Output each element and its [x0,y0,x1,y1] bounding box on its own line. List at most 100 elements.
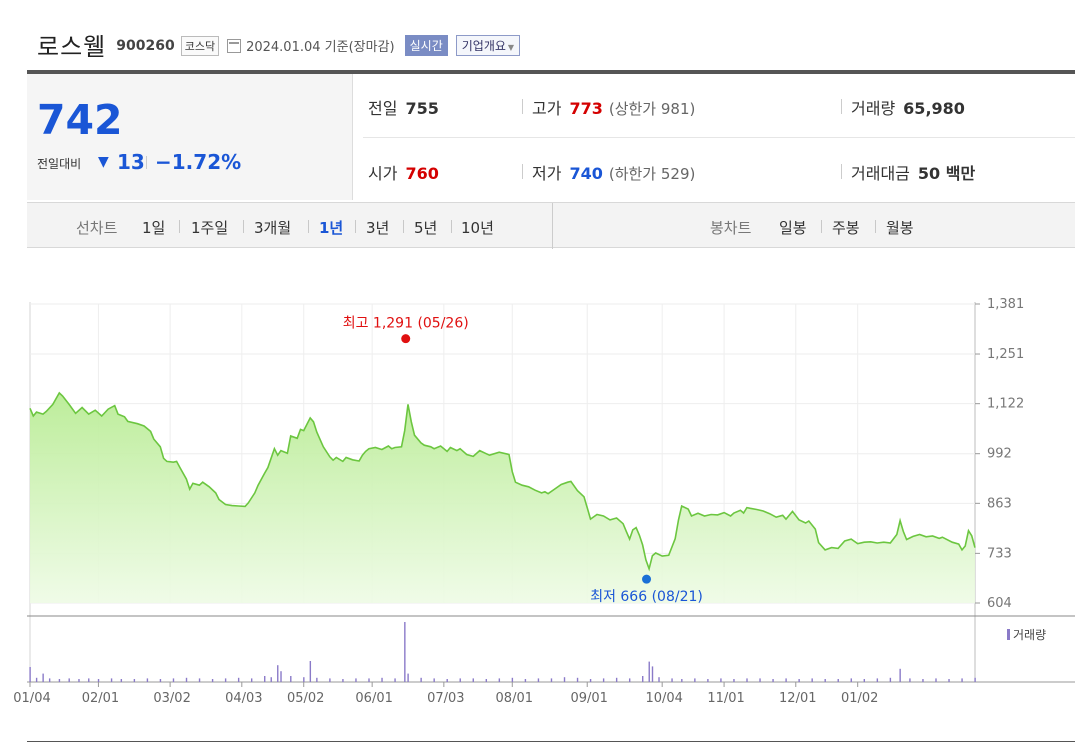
volume-bar [694,678,696,682]
volume-value: 65,980 [903,99,965,118]
y-tick-label: 1,381 [987,297,1024,312]
high-annotation: 최고 1,291 (05/26) [343,316,469,332]
volume-bar [876,678,879,682]
tab-1-year[interactable]: 1년 [319,219,344,237]
volume-bar [198,678,201,682]
x-tick-label: 11/01 [707,691,744,706]
volume-bar [922,679,924,682]
volume-bar [498,678,501,682]
volume-bar [681,679,683,682]
tab-1-week[interactable]: 1주일 [191,219,229,237]
volume-bar [459,678,461,682]
stats-separator [841,99,842,114]
x-tick-label: 06/01 [355,691,392,706]
volume-bar [172,678,175,682]
stats-separator [522,99,523,114]
volume-bar [824,679,826,682]
volume-bar [720,678,722,682]
chevron-down-icon: ▼ [507,43,515,52]
price-change: 13 [117,150,145,174]
volume-bar [303,677,305,682]
tab-monthly-candle[interactable]: 월봉 [886,219,914,237]
price-area [30,392,975,603]
open-price-label: 시가 [368,164,398,183]
volume-bar [863,679,866,682]
volume-bar [97,679,100,682]
upper-limit: (상한가 981) [608,100,696,118]
volume-bar [407,673,409,682]
volume-bar [355,678,357,682]
quote-date-value: 2024.01.04 [246,40,321,55]
market-badge: 코스닥 [180,35,220,56]
header-divider [27,70,1075,74]
realtime-button[interactable]: 실시간 [404,35,448,56]
company-info-label: 기업개요 [461,39,506,53]
tab-separator [875,220,876,233]
volume-bars: 거래량 [29,622,1046,682]
candle-chart-label: 봉차트 [710,219,752,237]
tab-3-months[interactable]: 3개월 [254,219,292,237]
tab-separator [179,220,180,233]
volume-bar [772,679,774,682]
tab-3-years[interactable]: 3년 [366,219,390,237]
x-tick-label: 02/01 [82,691,119,706]
quote-date: 2024.01.04 기준(장마감) [246,36,395,55]
volume-bar [224,678,227,682]
volume-bar [446,679,448,682]
tab-1-day[interactable]: 1일 [142,219,166,237]
volume-bar [798,679,800,682]
x-tick-label: 08/01 [496,691,533,706]
stats-row-divider [363,137,1075,138]
volume-bar [368,678,370,682]
volume-bar [563,677,566,682]
volume-bar [961,678,963,682]
tab-weekly-candle[interactable]: 주봉 [832,219,860,237]
lower-limit: (하한가 529) [608,165,696,183]
tab-daily-candle[interactable]: 일봉 [779,219,807,237]
volume-bar [511,677,514,682]
volume-bar [394,678,396,682]
volume-bar [58,679,61,682]
volume-bar [159,679,162,682]
volume-bar [785,678,787,682]
high-point-marker [401,334,411,344]
volume-bar [110,678,113,682]
x-tick-label: 01/02 [841,691,878,706]
volume-bar [837,679,839,682]
volume-bar [42,673,44,682]
line-chart-label: 선차트 [76,219,118,237]
y-tick-label: 1,122 [987,397,1024,412]
prev-close-value: 755 [405,99,439,118]
open-price-value: 760 [405,164,439,183]
day-low-value: 740 [569,164,603,183]
volume-bar [250,678,253,682]
volume-bar [35,677,38,682]
volume-label: 거래량 [851,99,896,118]
trading-amount: 거래대금 50 백만 [851,160,975,184]
tab-separator [451,220,452,233]
y-tick-label: 992 [987,447,1012,462]
x-tick-label: 04/03 [225,691,262,706]
volume-bar [537,678,540,682]
y-tick-label: 1,251 [987,347,1024,362]
volume-bar [280,671,282,682]
quote-stats: 전일 755 고가 773 (상한가 981) 거래량 65,980 시가 760 저가 7… [353,74,1075,200]
prev-close-label: 전일 [368,99,398,118]
company-info-dropdown[interactable]: 기업개요 ▼ [455,35,521,56]
current-price-panel: 742 전일대비 ▼ 13 −1.72% [27,74,353,200]
volume-bar [309,661,312,682]
tab-5-years[interactable]: 5년 [414,219,438,237]
volume-bar [433,678,435,682]
volume-bar [133,679,136,682]
tab-10-years[interactable]: 10년 [461,219,494,237]
volume-bar [485,679,488,682]
volume-bar [889,677,892,682]
volume-bar [651,666,654,682]
chart-tabs: 선차트 1일 1주일 3개월 1년 3년 5년 10년 봉차트 일봉 주봉 월봉 [27,202,1075,249]
volume-bar [550,678,553,682]
volume-bar [899,668,901,682]
volume-bar [648,661,650,682]
volume-bar [628,678,631,682]
tab-separator [403,220,404,233]
